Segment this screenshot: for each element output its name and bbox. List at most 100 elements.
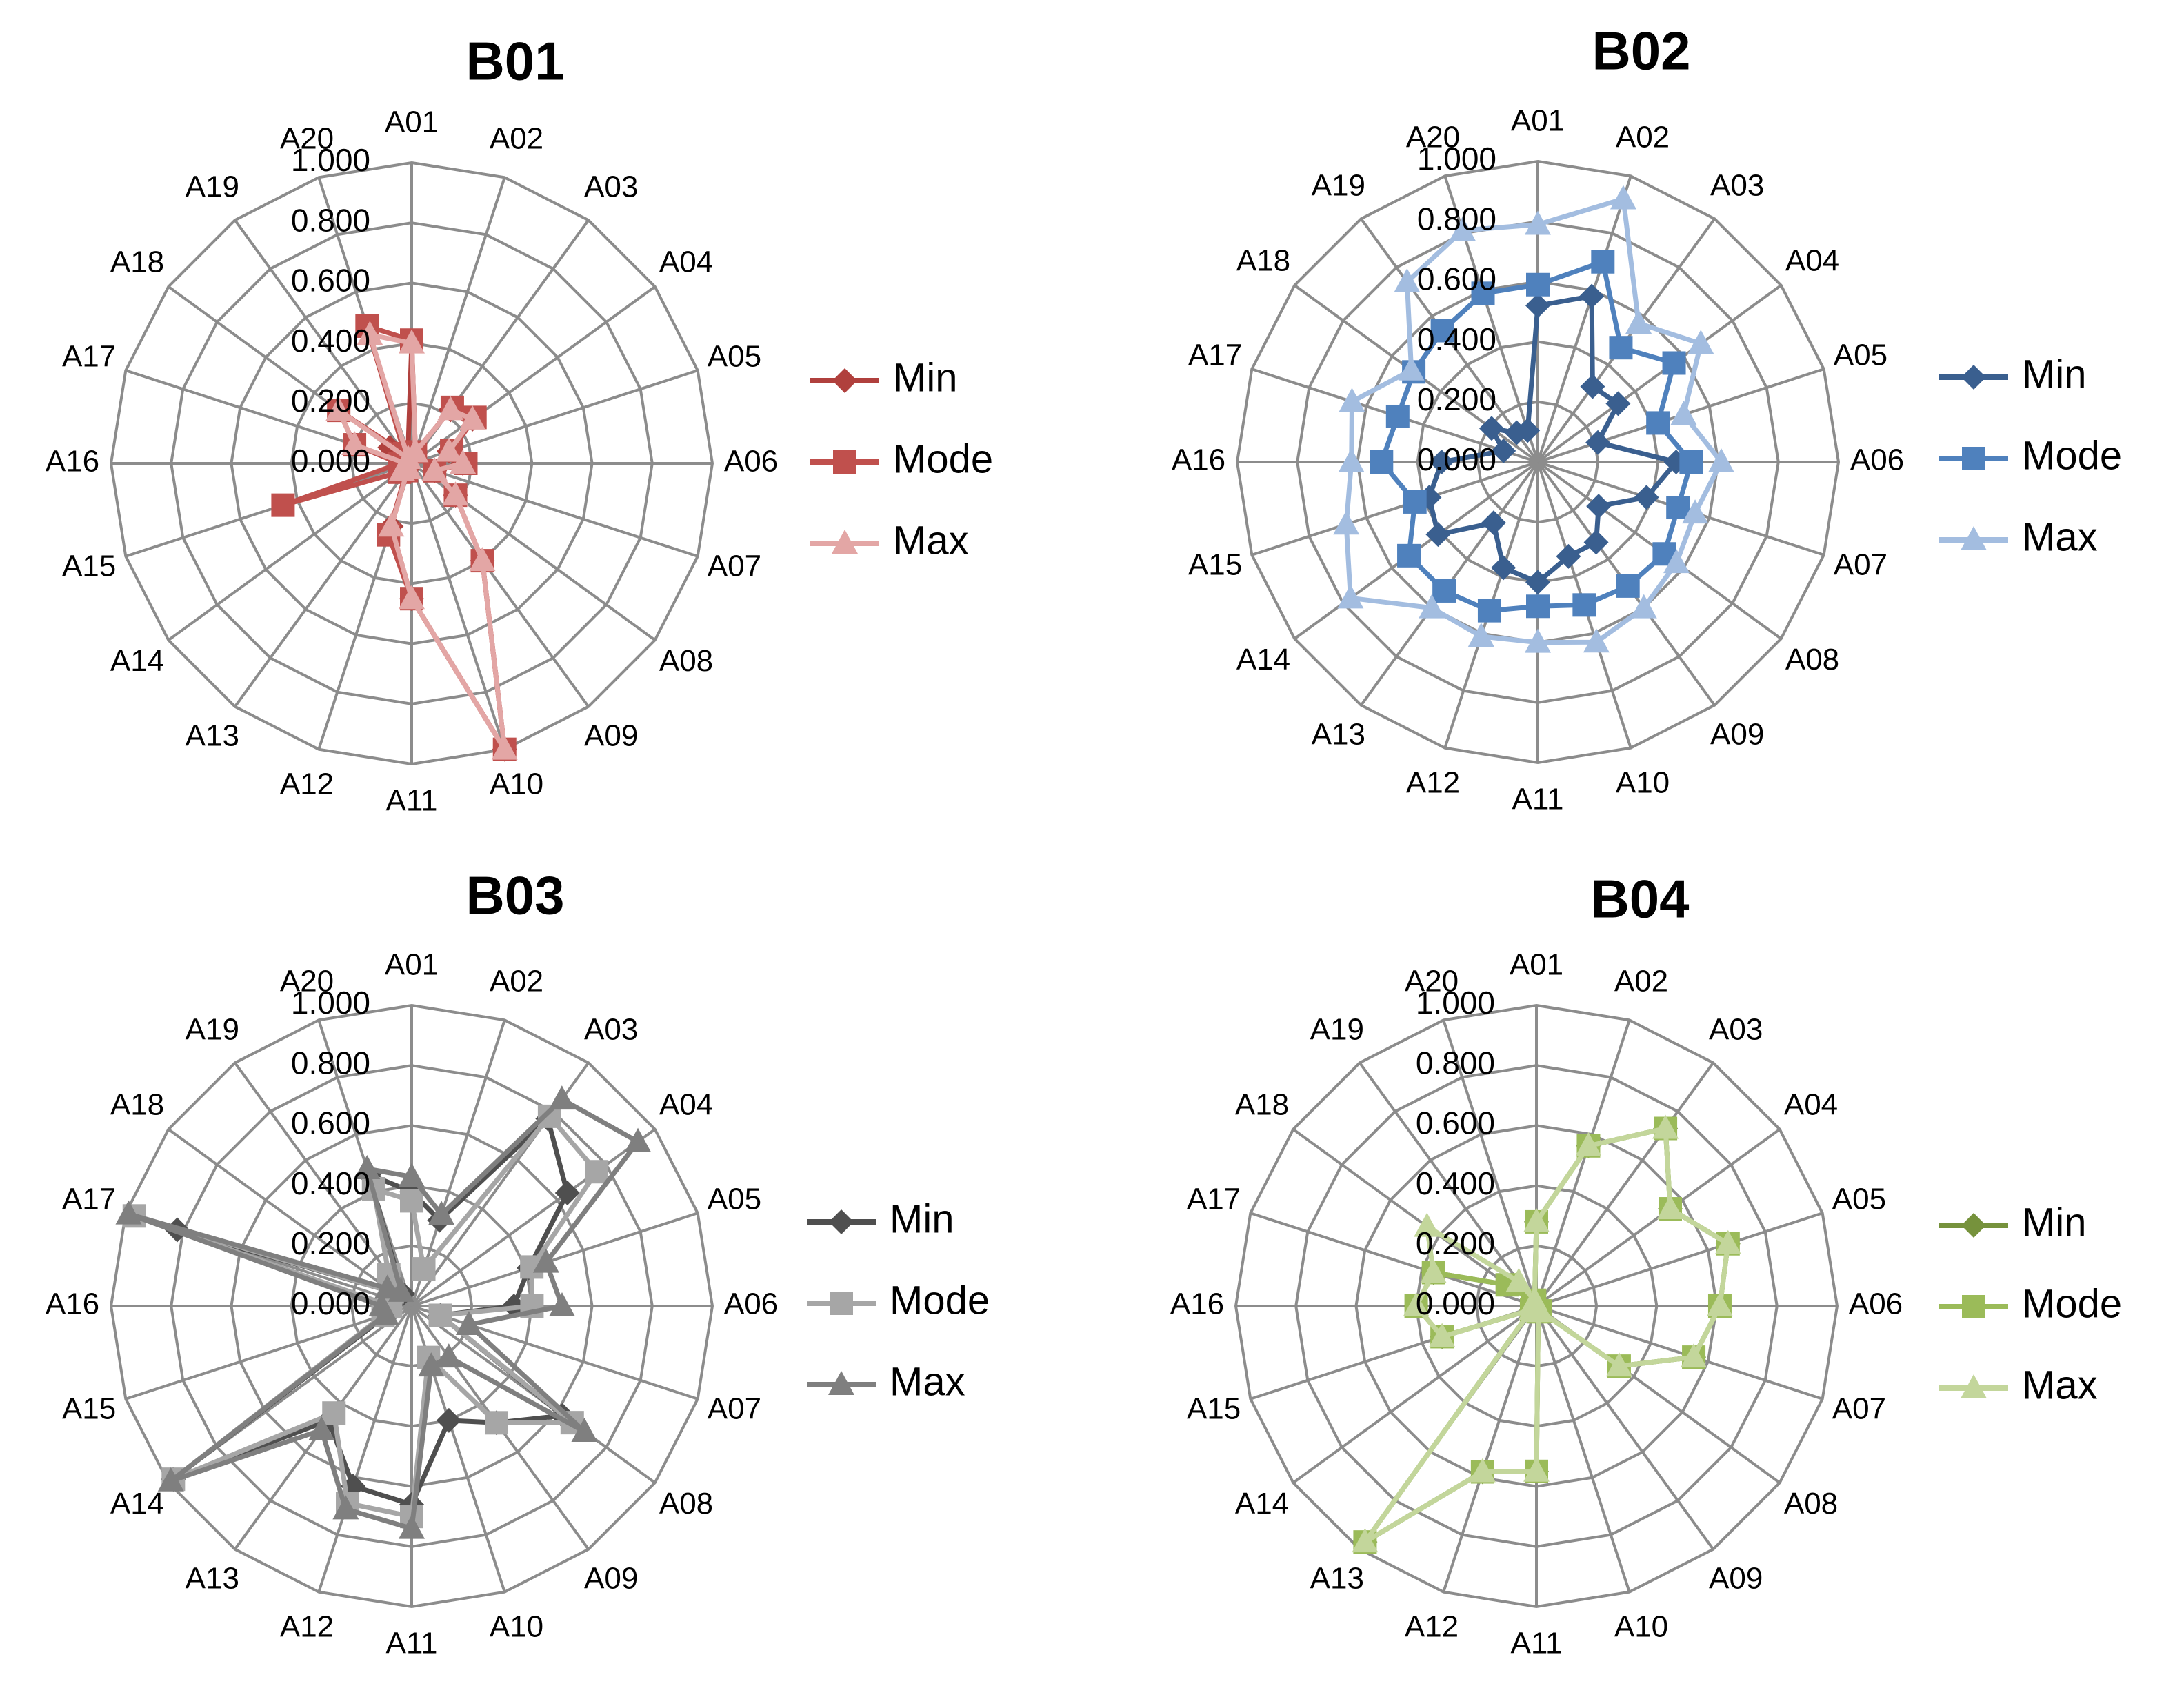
legend-item-max: Max (1939, 514, 2098, 559)
category-label: A07 (1832, 1392, 1886, 1426)
category-label: A17 (1187, 1183, 1241, 1216)
grid-spoke (411, 462, 699, 558)
data-point-max (1398, 356, 1425, 381)
data-point-max (1625, 309, 1652, 334)
data-point-max (455, 1310, 482, 1335)
category-label: A07 (708, 1392, 761, 1426)
data-point-mode (1403, 490, 1427, 514)
data-point-mode (1616, 574, 1640, 598)
category-label: A08 (1785, 643, 1839, 676)
data-point-max (1525, 628, 1551, 653)
radar-panel-b01: B01 A01 A02 A03 A04 A05 A06 A07 A08 A09 A10 A11 A12 A… (46, 31, 993, 818)
category-label: A08 (659, 1487, 713, 1520)
data-point-min (554, 1180, 580, 1205)
category-label: A12 (280, 767, 334, 801)
data-point-min (1605, 391, 1631, 416)
tick-label: 1.000 (1416, 985, 1495, 1021)
data-point-max (1429, 1323, 1456, 1347)
grid-spoke (168, 462, 413, 641)
data-point-min (1491, 555, 1516, 581)
legend-marker (832, 368, 857, 393)
category-label: A12 (1405, 1610, 1459, 1644)
legend-label: Min (890, 1196, 954, 1241)
category-label: A07 (708, 550, 761, 583)
data-point-max (1706, 1292, 1733, 1316)
data-point-max (1657, 1195, 1684, 1220)
tick-label: 0.600 (1417, 261, 1496, 297)
data-point-min (1515, 418, 1541, 443)
tick-label: 0.800 (291, 1045, 370, 1081)
data-point-max (1505, 1267, 1532, 1292)
legend-label: Max (2022, 514, 2098, 559)
legend-item-max: Max (810, 518, 969, 563)
data-point-max (437, 396, 464, 421)
data-point-min (1580, 374, 1605, 399)
data-point-max (157, 1467, 184, 1492)
data-point-mode (1572, 593, 1596, 617)
category-label: A02 (490, 965, 543, 998)
tick-label: 0.800 (291, 202, 370, 238)
data-point-max (399, 1514, 425, 1539)
legend-label: Min (2022, 352, 2086, 396)
data-point-max (435, 1343, 462, 1368)
data-point-max (1605, 1352, 1632, 1377)
data-point-max (1523, 1457, 1550, 1482)
category-label: A02 (1614, 965, 1668, 998)
category-label: A13 (186, 1562, 239, 1596)
tick-label: 0.200 (1416, 1225, 1495, 1261)
data-point-max (469, 547, 496, 572)
category-label: A05 (1832, 1183, 1886, 1216)
data-point-max (1583, 628, 1610, 653)
category-label: A10 (1616, 766, 1670, 800)
tick-label: 0.800 (1417, 201, 1496, 237)
data-point-mode (412, 1257, 436, 1281)
category-label: A19 (186, 1013, 239, 1047)
category-label: A01 (1511, 104, 1565, 138)
category-label: A19 (1312, 169, 1365, 203)
legend-marker (1961, 526, 1987, 550)
data-point-mode (1646, 411, 1670, 435)
data-point-max (1338, 448, 1365, 472)
data-point-max (1419, 594, 1445, 619)
chart-title: B03 (465, 865, 564, 926)
data-point-mode (1526, 594, 1550, 619)
category-label: A16 (46, 445, 99, 479)
tick-label: 0.000 (1416, 1285, 1495, 1321)
data-point-max (1630, 594, 1657, 619)
legend-label: Max (2022, 1363, 2098, 1407)
data-point-max (1352, 1528, 1379, 1553)
data-point-max (421, 456, 448, 481)
grid-spoke (1536, 1212, 1823, 1307)
category-label: A11 (1512, 783, 1563, 816)
legend-label: Max (890, 1359, 965, 1404)
category-label: A15 (1187, 1392, 1241, 1426)
data-point-max (450, 450, 477, 474)
data-point-max (571, 1417, 598, 1442)
data-point-min (1481, 510, 1506, 536)
grid-spoke (1251, 461, 1539, 556)
category-label: A09 (1709, 1562, 1763, 1596)
data-point-min (1579, 283, 1605, 309)
data-point-max (532, 1248, 559, 1273)
tick-label: 0.200 (1417, 381, 1496, 417)
data-point-mode (1609, 336, 1633, 360)
category-label: A15 (1188, 548, 1242, 582)
data-point-mode (1471, 281, 1495, 305)
category-label: A14 (110, 1487, 164, 1520)
data-point-mode (1370, 450, 1394, 474)
data-point-max (1414, 1212, 1441, 1237)
data-point-max (625, 1127, 652, 1152)
category-label: A20 (280, 122, 334, 156)
category-label: A18 (110, 1087, 164, 1121)
data-point-mode (1430, 319, 1454, 343)
data-point-mode (485, 1411, 509, 1435)
data-point-min (1425, 522, 1451, 548)
data-point-max (1707, 448, 1734, 472)
category-label: A07 (1834, 548, 1887, 582)
grid-spoke (168, 1128, 413, 1307)
legend-item-mode: Mode (807, 1278, 990, 1323)
category-label: A09 (584, 1562, 638, 1596)
data-point-max (1714, 1229, 1741, 1254)
data-point-max (1337, 584, 1364, 609)
legend-marker (1961, 1374, 1987, 1398)
